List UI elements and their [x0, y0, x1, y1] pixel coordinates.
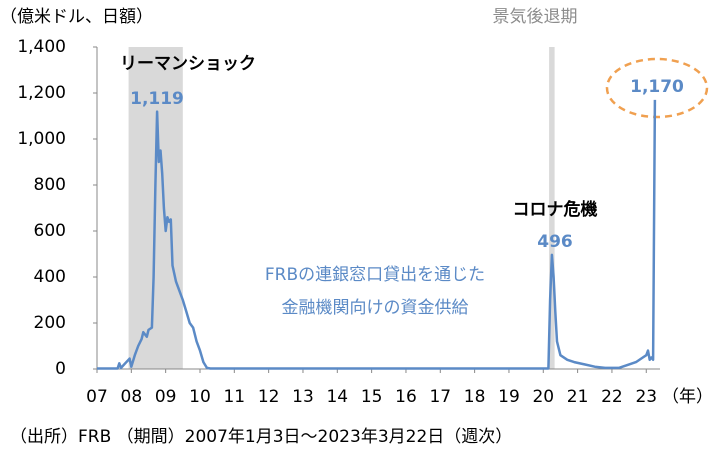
x-tick-label: 15 [361, 387, 383, 407]
x-tick-label: 18 [464, 387, 486, 407]
y-tick-label: 1,000 [17, 129, 66, 149]
annotation: 金融機関向けの資金供給 [282, 298, 469, 318]
annotation: 496 [537, 232, 573, 252]
recession-band [549, 47, 555, 369]
y-tick-label: 600 [34, 221, 66, 241]
y-tick-label: 200 [34, 313, 66, 333]
x-tick-label: 13 [292, 387, 314, 407]
x-tick-label: 11 [223, 387, 245, 407]
x-tick-label: 16 [395, 387, 417, 407]
y-tick-label: 0 [55, 359, 66, 379]
annotation: 1,170 [630, 77, 684, 97]
y-tick-label: 1,400 [17, 37, 66, 57]
x-tick-label: 19 [498, 387, 520, 407]
x-axis-label: （年） [662, 387, 713, 407]
annotation: 1,119 [130, 89, 184, 109]
x-tick-label: 22 [601, 387, 623, 407]
x-tick-label: 09 [155, 387, 177, 407]
y-tick-label: 800 [34, 175, 66, 195]
annotation: コロナ危機 [513, 199, 598, 220]
y-axis-label: （億米ドル、日額） [0, 7, 153, 27]
x-tick-label: 07 [86, 387, 108, 407]
annotation: リーマンショック [120, 54, 256, 74]
data-line [97, 99, 657, 370]
x-tick-label: 20 [532, 387, 554, 407]
x-tick-label: 10 [189, 387, 211, 407]
annotation: FRBの連銀窓口貸出を通じた [265, 265, 485, 285]
y-tick-label: 1,200 [17, 83, 66, 103]
source: （出所）FRB （期間）2007年1月3日～2023年3月22日（週次） [10, 427, 512, 447]
x-tick-label: 14 [326, 387, 348, 407]
x-tick-label: 08 [121, 387, 143, 407]
x-tick-label: 23 [635, 387, 657, 407]
x-tick-label: 17 [429, 387, 451, 407]
highlight-circle [605, 57, 709, 119]
y-tick-label: 400 [34, 267, 66, 287]
x-tick-label: 12 [258, 387, 280, 407]
x-tick-label: 21 [567, 387, 589, 407]
band-label: 景気後退期 [493, 7, 578, 27]
